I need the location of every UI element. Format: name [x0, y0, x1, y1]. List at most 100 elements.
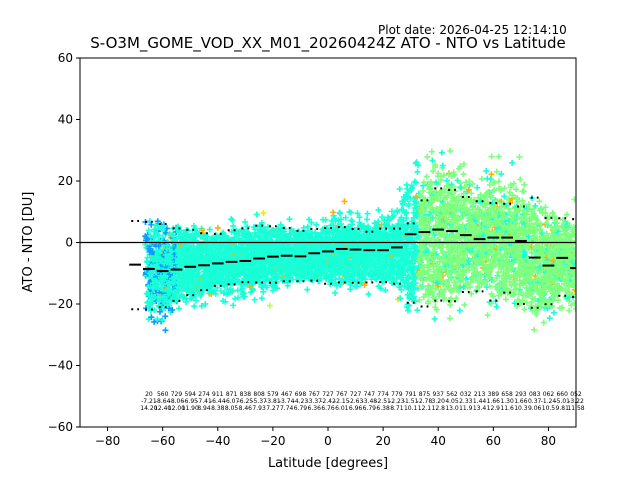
- scatter-point: [414, 168, 421, 175]
- scatter-point: [488, 171, 495, 178]
- scatter-point: [405, 307, 412, 314]
- scatter-point: [364, 210, 371, 217]
- scatter-point: [516, 153, 523, 160]
- scatter-points: [142, 147, 576, 334]
- scatter-point: [446, 315, 453, 322]
- scatter-point: [424, 153, 431, 160]
- scatter-point: [206, 226, 213, 233]
- scatter-point: [162, 327, 169, 334]
- scatter-point: [478, 175, 485, 182]
- scatter-point: [169, 307, 176, 314]
- scatter-point: [253, 211, 260, 218]
- scatter-point: [431, 315, 438, 322]
- scatter-point: [240, 290, 247, 297]
- scatter-point: [483, 167, 490, 174]
- scatter-point: [365, 291, 372, 298]
- scatter-point: [474, 184, 481, 191]
- scatter-point: [336, 210, 343, 217]
- scatter-point: [509, 159, 516, 166]
- scatter-point: [308, 219, 315, 226]
- scatter-point: [224, 291, 231, 298]
- scatter-point: [190, 222, 197, 229]
- scatter-point: [274, 285, 281, 292]
- scatter-point: [260, 288, 267, 295]
- scatter-point: [546, 315, 553, 322]
- scatter-point: [202, 300, 209, 307]
- scatter-point: [228, 216, 235, 223]
- scatter-point: [521, 306, 528, 313]
- scatter-point: [423, 173, 430, 180]
- scatter-point: [212, 290, 219, 297]
- scatter-point: [566, 307, 573, 314]
- scatter-point: [286, 216, 293, 223]
- scatter-point: [148, 314, 155, 321]
- scatter-point: [512, 186, 519, 193]
- scatter-point: [495, 178, 502, 185]
- scatter-point: [266, 302, 273, 309]
- scatter-point: [531, 326, 538, 333]
- scatter-point: [159, 317, 166, 324]
- scatter-point: [156, 308, 163, 315]
- scatter-point: [447, 147, 454, 154]
- scatter-point: [214, 284, 221, 291]
- scatter-point: [165, 305, 172, 312]
- scatter-point: [178, 291, 185, 298]
- scatter-point: [242, 218, 249, 225]
- scatter-point: [230, 302, 237, 309]
- scatter-point: [363, 216, 370, 223]
- scatter-point: [540, 319, 547, 326]
- scatter-point: [198, 302, 205, 309]
- scatter-point: [258, 295, 265, 302]
- scatter-point: [438, 149, 445, 156]
- scatter-point: [349, 218, 356, 225]
- scatter-point: [484, 312, 491, 319]
- scatter-point: [396, 185, 403, 192]
- scatter-point: [517, 176, 524, 183]
- scatter-point: [495, 153, 502, 160]
- scatter-point: [263, 284, 270, 291]
- scatter-point: [154, 316, 161, 323]
- scatter-point: [306, 216, 313, 223]
- scatter-point: [244, 223, 251, 230]
- scatter-point: [162, 313, 169, 320]
- scatter-point: [461, 301, 468, 308]
- scatter-point: [571, 196, 576, 203]
- scatter-point: [414, 307, 421, 314]
- scatter-point: [145, 227, 152, 234]
- scatter-point: [241, 293, 248, 300]
- scatter-point: [488, 153, 495, 160]
- scatter-point: [192, 297, 199, 304]
- scatter-point: [191, 303, 198, 310]
- scatter-point: [162, 229, 169, 236]
- scatter-point: [563, 211, 570, 218]
- chart-title: S-O3M_GOME_VOD_XX_M01_20260424Z ATO - NT…: [90, 34, 566, 52]
- scatter-point: [229, 217, 236, 224]
- scatter-point: [375, 206, 382, 213]
- scatter-point: [341, 198, 348, 205]
- scatter-point: [550, 309, 557, 316]
- scatter-point: [313, 221, 320, 228]
- plot-date: Plot date: 2026-04-25 12:14:10: [378, 23, 567, 37]
- scatter-point: [175, 305, 182, 312]
- scatter-point: [260, 209, 267, 216]
- scatter-point: [536, 198, 543, 205]
- scatter-point: [158, 318, 165, 325]
- scatter-point: [521, 181, 528, 188]
- scatter-point: [183, 298, 190, 305]
- scatter-point: [460, 171, 467, 178]
- scatter-point: [493, 303, 500, 310]
- scatter-point: [232, 295, 239, 302]
- scatter-point: [332, 289, 339, 296]
- scatter-point: [222, 298, 229, 305]
- scatter-point: [228, 288, 235, 295]
- scatter-point: [214, 224, 221, 231]
- scatter-point: [502, 296, 509, 303]
- scatter-point: [251, 296, 258, 303]
- scatter-point: [510, 180, 517, 187]
- scatter-point: [144, 299, 151, 306]
- scatter-point: [456, 307, 463, 314]
- scatter-point: [304, 286, 311, 293]
- scatter-point: [447, 301, 454, 308]
- scatter-point: [277, 221, 284, 228]
